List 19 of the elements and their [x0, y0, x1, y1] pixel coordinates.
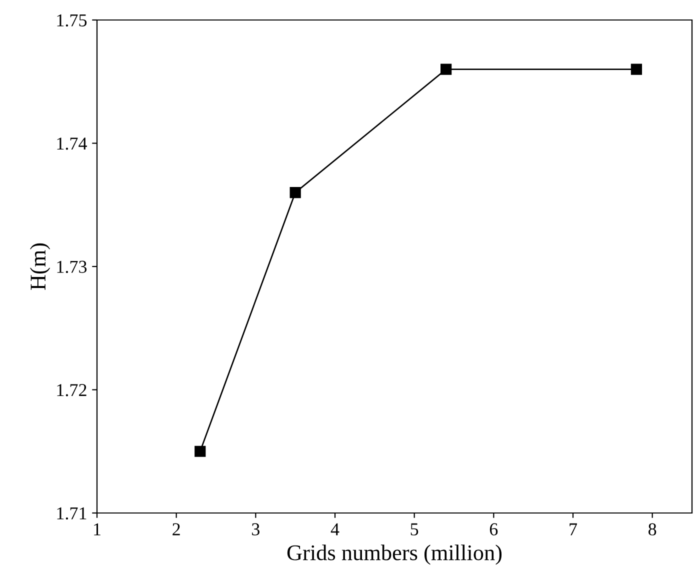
- y-tick-label: 1.75: [57, 14, 87, 27]
- x-tick-label: 5: [410, 523, 418, 536]
- y-axis-title: H(m): [30, 243, 50, 290]
- point: [440, 64, 452, 75]
- point: [290, 186, 301, 198]
- x-tick-label: 4: [330, 523, 340, 536]
- x-tick-label: 1: [94, 523, 100, 536]
- y-tick-label: 1.73: [57, 260, 87, 274]
- x-tick-label: 8: [648, 523, 656, 536]
- point: [630, 64, 642, 75]
- x-axis-title: Grids numbers (million): [287, 544, 502, 565]
- y-tick-label: 1.72: [57, 384, 86, 396]
- x-tick-label: 2: [172, 523, 180, 536]
- x-tick-label: 7: [570, 523, 577, 536]
- x-tick-label: 3: [252, 523, 260, 536]
- y-tick-label: 1.71: [57, 507, 86, 520]
- point: [194, 446, 206, 457]
- y-tick-label: 1.74: [57, 138, 87, 150]
- x-tick-label: 6: [490, 523, 498, 536]
